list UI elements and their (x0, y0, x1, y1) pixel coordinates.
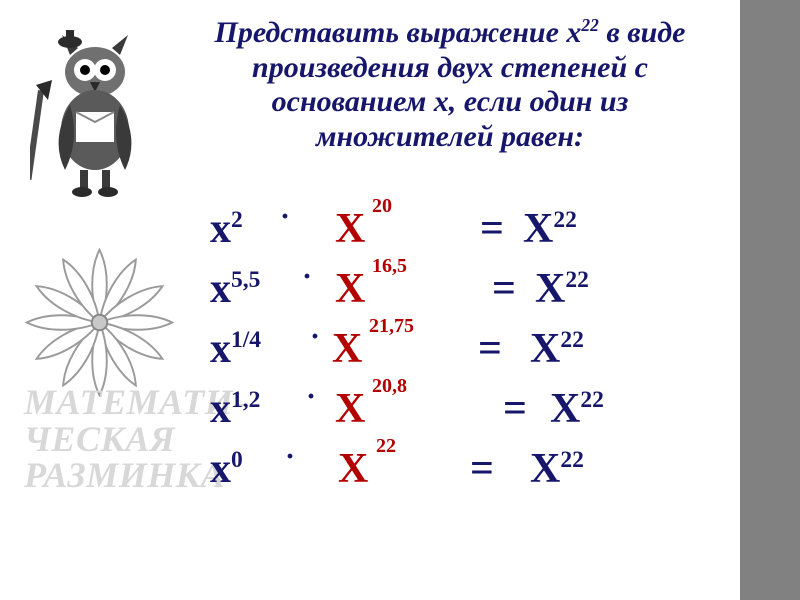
middle-exponent: 16,5 (372, 256, 407, 276)
title-pre: Представить выражение х (214, 16, 581, 49)
equation-row: х1/4 · Х 21,75 = Х22 (210, 310, 710, 370)
multiply-dot: · (285, 442, 295, 472)
lhs: х0 (210, 448, 243, 490)
owl-illustration (30, 30, 160, 200)
lhs: х1/4 (210, 328, 261, 370)
multiply-dot: · (306, 382, 316, 412)
equals-sign: = (478, 328, 502, 370)
title-sup: 22 (581, 15, 598, 35)
flower-decoration (22, 245, 177, 400)
equals-sign: = (503, 388, 527, 430)
equations-block: х2·Х20=Х22х5,5·Х16,5=Х22х1/4·Х21,75=Х22х… (210, 190, 710, 490)
rhs: Х22 (535, 268, 589, 310)
multiply-dot: · (280, 202, 290, 232)
rhs: Х22 (530, 328, 584, 370)
title: Представить выражение х22 в виде произве… (180, 16, 720, 154)
equation-row: х1,2 · Х 20,8 = Х22 (210, 370, 710, 430)
middle-base: Х (335, 208, 365, 250)
multiply-dot: · (302, 262, 312, 292)
equals-sign: = (470, 448, 494, 490)
middle-exponent: 21,75 (369, 316, 414, 336)
lhs: х1,2 (210, 388, 260, 430)
multiply-dot: · (310, 322, 320, 352)
middle-base: Х (338, 448, 368, 490)
middle-exponent: 20 (372, 196, 392, 216)
rhs: Х22 (530, 448, 584, 490)
middle-base: Х (332, 328, 362, 370)
watermark-text: МАТЕМАТИ-ЧЕСКАЯ РАЗМИНКА (24, 384, 224, 494)
middle-exponent: 22 (376, 436, 396, 456)
middle-base: Х (335, 388, 365, 430)
equals-sign: = (492, 268, 516, 310)
equation-row: х0·Х22=Х22 (210, 430, 710, 490)
rhs: Х22 (523, 208, 577, 250)
middle-base: Х (335, 268, 365, 310)
lhs: х5,5 (210, 268, 260, 310)
equals-sign: = (480, 208, 504, 250)
equation-row: х5,5 · Х 16,5 = Х22 (210, 250, 710, 310)
middle-exponent: 20,8 (372, 376, 407, 396)
equation-row: х2 · Х 20 = Х22 (210, 190, 710, 250)
rhs: Х22 (550, 388, 604, 430)
lhs: х2 (210, 208, 243, 250)
slide: МАТЕМАТИ-ЧЕСКАЯ РАЗМИНКА Представить выр… (0, 0, 740, 600)
